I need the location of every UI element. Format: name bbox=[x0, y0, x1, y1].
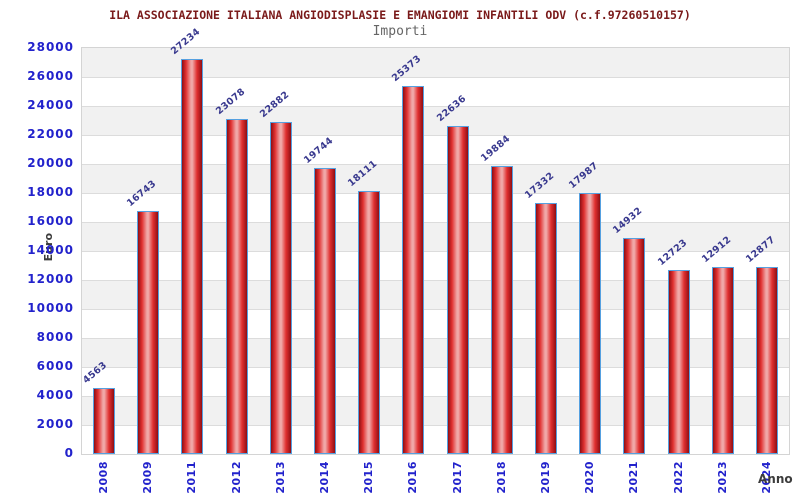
bar-2015[interactable] bbox=[358, 191, 381, 454]
gridline bbox=[82, 135, 789, 136]
x-tick-2022: 2022 bbox=[671, 461, 685, 494]
y-tick-12000: 12000 bbox=[27, 272, 74, 286]
plot-area: 4563 16743 27234 23078 22882 19744 18111 25373 2… bbox=[81, 26, 790, 455]
y-tick-26000: 26000 bbox=[27, 69, 74, 83]
gridline bbox=[82, 193, 789, 194]
y-tick-18000: 18000 bbox=[27, 185, 74, 199]
y-tick-16000: 16000 bbox=[27, 214, 74, 228]
x-tick-2011: 2011 bbox=[185, 461, 199, 494]
gridline bbox=[82, 106, 789, 107]
chart-subtitle: Importi bbox=[372, 24, 428, 39]
x-tick-2019: 2019 bbox=[538, 461, 552, 494]
gridline bbox=[82, 396, 789, 397]
chart-title: ILA ASSOCIAZIONE ITALIANA ANGIODISPLASIE… bbox=[109, 8, 691, 22]
bar-2021[interactable] bbox=[623, 237, 646, 454]
y-tick-0: 0 bbox=[64, 446, 74, 460]
gridline bbox=[82, 367, 789, 368]
bar-2020[interactable] bbox=[579, 193, 602, 454]
x-tick-2008: 2008 bbox=[97, 461, 111, 494]
bar-2017[interactable] bbox=[446, 125, 469, 454]
y-tick-2000: 2000 bbox=[36, 417, 74, 431]
x-tick-2012: 2012 bbox=[229, 461, 243, 494]
x-tick-2014: 2014 bbox=[318, 461, 332, 494]
gridline bbox=[82, 309, 789, 310]
bar-2009[interactable] bbox=[137, 211, 160, 454]
y-tick-10000: 10000 bbox=[27, 301, 74, 315]
y-tick-22000: 22000 bbox=[27, 127, 74, 141]
gridline bbox=[82, 338, 789, 339]
gridline bbox=[82, 164, 789, 165]
y-tick-6000: 6000 bbox=[36, 359, 74, 373]
y-tick-20000: 20000 bbox=[27, 156, 74, 170]
y-tick-8000: 8000 bbox=[36, 330, 74, 344]
x-tick-2016: 2016 bbox=[406, 461, 420, 494]
gridline bbox=[82, 251, 789, 252]
bar-2018[interactable] bbox=[490, 165, 513, 454]
bar-2011[interactable] bbox=[181, 59, 204, 454]
x-tick-2021: 2021 bbox=[627, 461, 641, 494]
bar-2022[interactable] bbox=[667, 269, 690, 454]
x-tick-2023: 2023 bbox=[715, 461, 729, 494]
x-tick-2015: 2015 bbox=[362, 461, 376, 494]
bar-2013[interactable] bbox=[269, 122, 292, 454]
x-tick-2013: 2013 bbox=[273, 461, 287, 494]
x-tick-2009: 2009 bbox=[141, 461, 155, 494]
y-tick-28000: 28000 bbox=[27, 40, 74, 54]
gridline bbox=[82, 425, 789, 426]
x-tick-2020: 2020 bbox=[583, 461, 597, 494]
bar-2012[interactable] bbox=[225, 119, 248, 454]
y-tick-4000: 4000 bbox=[36, 388, 74, 402]
bar-2016[interactable] bbox=[402, 86, 425, 454]
y-tick-14000: 14000 bbox=[27, 243, 74, 257]
bar-2024[interactable] bbox=[755, 267, 778, 454]
gridline bbox=[82, 280, 789, 281]
x-axis-label: Anno bbox=[758, 472, 793, 486]
bar-2008[interactable] bbox=[93, 387, 116, 454]
gridline bbox=[82, 222, 789, 223]
bar-2019[interactable] bbox=[534, 202, 557, 454]
bar-2014[interactable] bbox=[314, 167, 337, 454]
gridline bbox=[82, 77, 789, 78]
y-tick-24000: 24000 bbox=[27, 98, 74, 112]
bar-2023[interactable] bbox=[711, 266, 734, 454]
x-tick-2017: 2017 bbox=[450, 461, 464, 494]
x-tick-2018: 2018 bbox=[494, 461, 508, 494]
